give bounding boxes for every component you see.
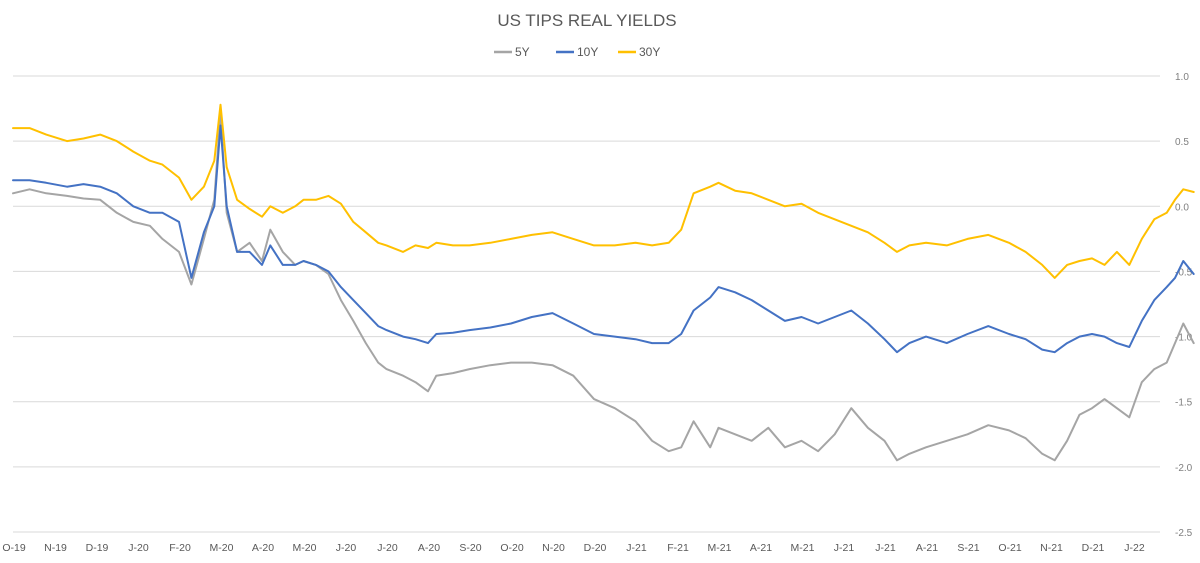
y-tick-label: 1.0 (1175, 72, 1189, 83)
x-tick-label: J-21 (834, 542, 855, 554)
x-tick-label: S-21 (957, 542, 979, 554)
x-tick-label: D-20 (584, 542, 607, 554)
x-tick-label: N-21 (1040, 542, 1063, 554)
y-axis: 1.00.50.0-0.5-1.0-1.5-2.0-2.5 (1175, 72, 1193, 539)
y-tick-label: 0.0 (1175, 202, 1189, 213)
chart-legend: 5Y 10Y 30Y (494, 45, 660, 59)
x-tick-label: M-21 (708, 542, 732, 554)
x-tick-label: F-21 (667, 542, 689, 554)
x-tick-label: A-21 (916, 542, 938, 554)
y-tick-label: -2.5 (1175, 528, 1193, 539)
x-tick-label: A-21 (750, 542, 772, 554)
x-tick-label: D-19 (86, 542, 109, 554)
y-tick-label: -2.0 (1175, 463, 1193, 474)
x-tick-label: F-20 (169, 542, 191, 554)
x-tick-label: O-19 (2, 542, 26, 554)
x-tick-label: M-20 (293, 542, 317, 554)
x-tick-label: A-20 (418, 542, 440, 554)
x-tick-label: J-22 (1124, 542, 1145, 554)
series-line-10y (13, 126, 1194, 353)
x-tick-label: N-19 (44, 542, 67, 554)
x-tick-label: M-21 (791, 542, 815, 554)
x-tick-label: A-20 (252, 542, 274, 554)
series-line-5y (13, 113, 1194, 461)
y-tick-label: 0.5 (1175, 137, 1189, 148)
x-tick-label: N-20 (542, 542, 565, 554)
legend-label-30y: 30Y (639, 45, 660, 59)
x-tick-label: J-20 (336, 542, 357, 554)
x-tick-label: O-20 (500, 542, 524, 554)
x-tick-label: S-20 (459, 542, 481, 554)
x-tick-label: M-20 (210, 542, 234, 554)
y-tick-label: -1.5 (1175, 398, 1193, 409)
x-tick-label: J-21 (626, 542, 647, 554)
x-tick-label: J-20 (377, 542, 398, 554)
x-tick-label: J-21 (875, 542, 896, 554)
legend-label-10y: 10Y (577, 45, 598, 59)
gridlines (13, 76, 1160, 532)
x-tick-label: J-20 (128, 542, 149, 554)
series-group (13, 105, 1194, 461)
legend-label-5y: 5Y (515, 45, 530, 59)
chart-title: US TIPS REAL YIELDS (497, 11, 676, 30)
x-axis: O-19 N-19 D-19 J-20 F-20 M-20 A-20 M-20 J-20 J-20… (2, 542, 1145, 554)
x-tick-label: O-21 (998, 542, 1022, 554)
series-line-30y (13, 105, 1194, 278)
x-tick-label: D-21 (1082, 542, 1105, 554)
